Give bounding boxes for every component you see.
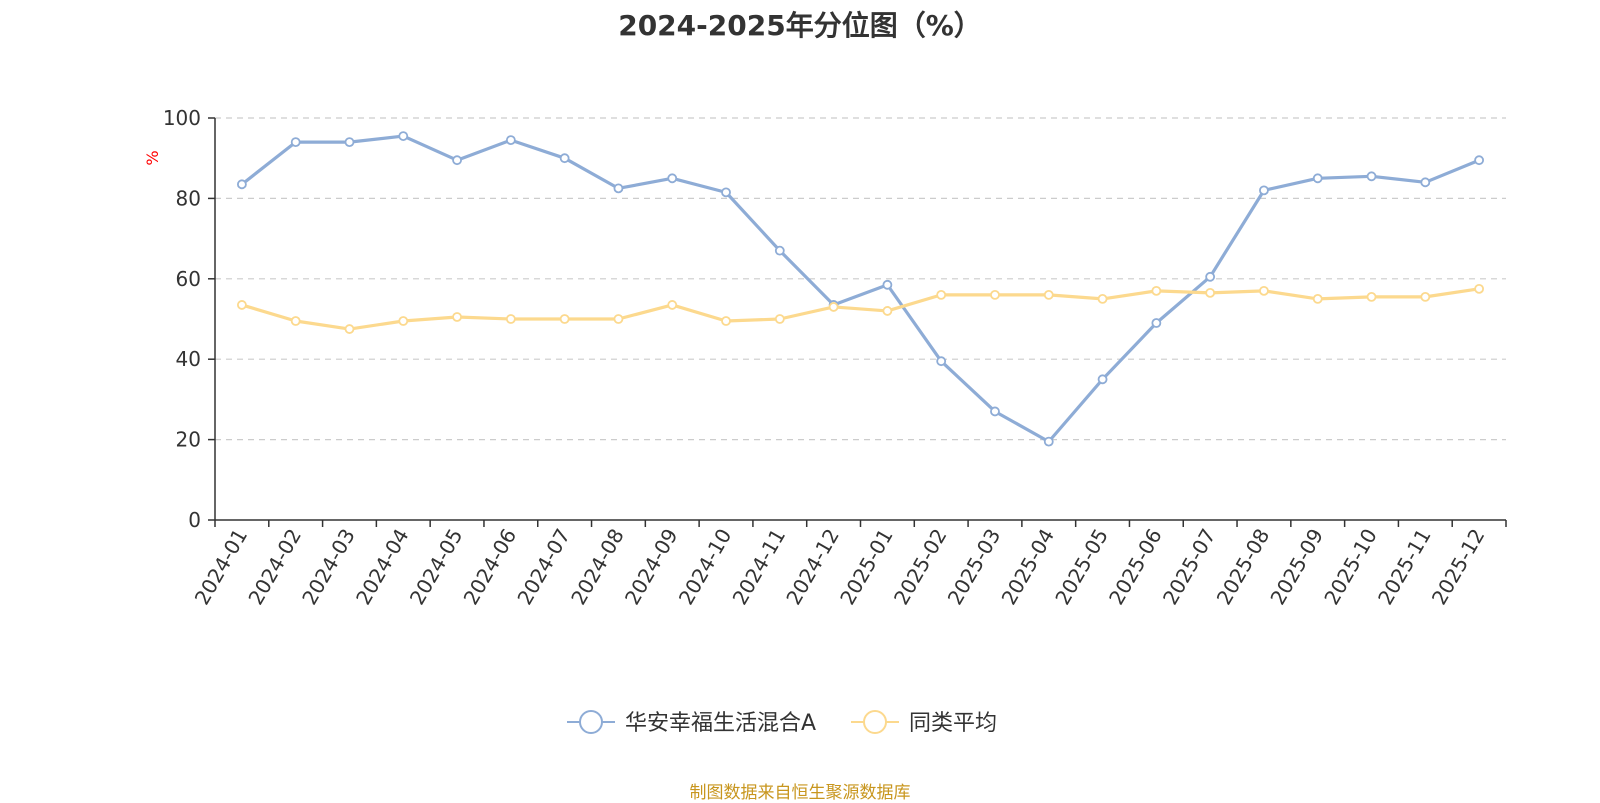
series-line	[241, 287, 1480, 331]
data-point[interactable]	[505, 135, 516, 146]
data-point[interactable]	[1366, 171, 1377, 182]
data-point[interactable]	[398, 316, 409, 326]
data-point[interactable]	[936, 356, 947, 367]
data-point[interactable]	[1043, 289, 1054, 300]
data-point[interactable]	[290, 316, 301, 326]
series-line	[240, 134, 1480, 444]
data-point[interactable]	[344, 137, 355, 148]
data-point[interactable]	[667, 300, 678, 310]
data-point[interactable]	[452, 312, 462, 322]
data-point[interactable]	[1097, 374, 1108, 385]
y-axis-label: %	[143, 150, 162, 165]
x-tick-label: 2025-12	[1427, 525, 1490, 609]
y-tick-label: 60	[176, 267, 201, 291]
legend-marker	[579, 710, 603, 734]
data-point[interactable]	[1420, 177, 1431, 188]
data-point[interactable]	[1097, 293, 1108, 304]
data-point[interactable]	[613, 314, 624, 324]
data-point[interactable]	[1474, 155, 1485, 166]
data-point[interactable]	[398, 131, 409, 141]
data-point[interactable]	[1259, 285, 1269, 296]
data-point[interactable]	[1205, 287, 1216, 298]
series-1	[236, 131, 1485, 447]
data-point[interactable]	[1043, 436, 1054, 447]
data-point[interactable]	[774, 314, 785, 324]
data-point[interactable]	[1420, 291, 1431, 302]
data-point[interactable]	[236, 300, 247, 310]
data-point[interactable]	[559, 314, 570, 324]
data-point[interactable]	[559, 153, 570, 164]
legend[interactable]: 华安幸福生活混合A 同类平均	[567, 710, 997, 736]
data-point[interactable]	[667, 173, 678, 184]
legend-item-2[interactable]: 同类平均	[851, 710, 997, 736]
data-point[interactable]	[774, 245, 785, 256]
legend-item-1[interactable]: 华安幸福生活混合A	[567, 710, 816, 736]
data-point[interactable]	[1151, 285, 1162, 296]
data-point[interactable]	[721, 187, 731, 198]
data-point[interactable]	[1312, 173, 1323, 184]
grid-lines	[215, 117, 1506, 441]
data-point[interactable]	[1151, 318, 1162, 328]
y-tick-label: 80	[176, 186, 201, 210]
y-tick-label: 40	[176, 347, 201, 371]
y-tick-label: 20	[176, 428, 201, 452]
data-point[interactable]	[505, 314, 516, 324]
series-layer	[236, 131, 1485, 447]
legend-label: 华安幸福生活混合A	[625, 711, 816, 736]
data-point[interactable]	[613, 183, 624, 194]
data-point[interactable]	[236, 179, 247, 190]
data-point[interactable]	[1366, 291, 1377, 302]
source-note: 制图数据来自恒生聚源数据库	[689, 783, 911, 803]
data-point[interactable]	[882, 306, 893, 316]
data-point[interactable]	[936, 289, 947, 300]
data-point[interactable]	[1474, 283, 1485, 294]
data-point[interactable]	[1259, 185, 1269, 196]
y-tick-label: 0	[188, 508, 201, 532]
data-point[interactable]	[990, 289, 1000, 300]
data-point[interactable]	[721, 316, 731, 326]
legend-marker	[863, 710, 887, 734]
data-point[interactable]	[452, 155, 462, 166]
data-point[interactable]	[1205, 271, 1216, 282]
data-point[interactable]	[1312, 293, 1323, 304]
series-2	[236, 283, 1485, 334]
data-point[interactable]	[882, 279, 893, 290]
y-tick-label: 100	[163, 106, 201, 130]
data-point[interactable]	[828, 302, 839, 312]
data-point[interactable]	[990, 406, 1000, 417]
data-point[interactable]	[344, 324, 355, 334]
data-point[interactable]	[290, 137, 301, 148]
chart-title: 2024-2025年分位图（%）	[618, 9, 982, 42]
legend-label: 同类平均	[909, 711, 997, 736]
